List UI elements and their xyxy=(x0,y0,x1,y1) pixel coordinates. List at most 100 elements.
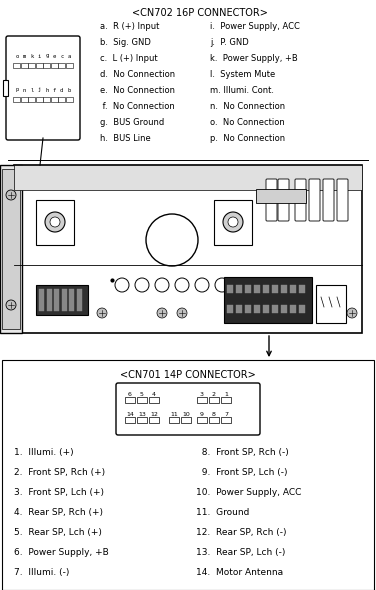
Text: g: g xyxy=(45,54,49,58)
Text: p.  No Connection: p. No Connection xyxy=(210,134,285,143)
Text: 4.  Rear SP, Rch (+): 4. Rear SP, Rch (+) xyxy=(14,508,103,517)
Bar xyxy=(2,169,20,329)
Bar xyxy=(272,305,278,313)
Bar xyxy=(181,417,191,423)
Bar xyxy=(236,285,242,293)
Bar xyxy=(290,305,296,313)
Bar xyxy=(197,417,207,423)
Text: 6: 6 xyxy=(128,392,132,398)
FancyBboxPatch shape xyxy=(295,179,306,221)
Bar xyxy=(36,200,74,245)
Circle shape xyxy=(175,278,189,292)
Text: m. Illumi. Cont.: m. Illumi. Cont. xyxy=(210,86,274,95)
Text: 7: 7 xyxy=(224,412,228,418)
Text: f: f xyxy=(53,87,56,93)
Circle shape xyxy=(177,308,187,318)
Bar xyxy=(197,397,207,403)
Bar xyxy=(245,305,251,313)
Text: j: j xyxy=(38,87,41,93)
Text: d: d xyxy=(60,87,64,93)
Bar xyxy=(316,285,346,323)
Bar xyxy=(66,63,73,68)
Bar xyxy=(51,97,58,102)
Text: d.  No Connection: d. No Connection xyxy=(100,70,175,79)
Text: b.  Sig. GND: b. Sig. GND xyxy=(100,38,151,47)
Text: m: m xyxy=(23,54,26,58)
Text: i.  Power Supply, ACC: i. Power Supply, ACC xyxy=(210,22,300,31)
Circle shape xyxy=(6,190,16,200)
Bar xyxy=(149,397,159,403)
Bar xyxy=(13,63,20,68)
Circle shape xyxy=(146,214,198,266)
Text: 1: 1 xyxy=(224,392,228,398)
Bar xyxy=(263,285,269,293)
Text: <CN701 14P CONNECTOR>: <CN701 14P CONNECTOR> xyxy=(120,370,256,380)
Circle shape xyxy=(45,212,65,232)
Circle shape xyxy=(115,278,129,292)
Circle shape xyxy=(50,217,60,227)
Bar xyxy=(299,305,305,313)
Text: p: p xyxy=(15,87,18,93)
Text: h.  BUS Line: h. BUS Line xyxy=(100,134,151,143)
Text: k: k xyxy=(30,54,33,58)
Text: c.  L (+) Input: c. L (+) Input xyxy=(100,54,158,63)
Text: 8.  Front SP, Rch (-): 8. Front SP, Rch (-) xyxy=(196,448,289,457)
Text: 14: 14 xyxy=(126,412,134,418)
Text: g.  BUS Ground: g. BUS Ground xyxy=(100,118,164,127)
Text: a: a xyxy=(68,54,71,58)
Bar xyxy=(272,285,278,293)
Bar xyxy=(290,285,296,293)
Circle shape xyxy=(235,278,249,292)
Text: 4: 4 xyxy=(152,392,156,398)
Bar xyxy=(125,397,135,403)
Bar xyxy=(51,63,58,68)
Text: 9.  Front SP, Lch (-): 9. Front SP, Lch (-) xyxy=(196,468,288,477)
Bar xyxy=(21,97,28,102)
Bar xyxy=(36,97,43,102)
Text: 5.  Rear SP, Lch (+): 5. Rear SP, Lch (+) xyxy=(14,528,102,537)
Bar xyxy=(254,305,260,313)
Bar xyxy=(28,97,35,102)
Text: f.  No Connection: f. No Connection xyxy=(100,102,175,111)
FancyBboxPatch shape xyxy=(309,179,320,221)
Circle shape xyxy=(228,217,238,227)
Bar xyxy=(58,63,65,68)
Bar xyxy=(137,417,147,423)
Bar xyxy=(149,417,159,423)
Bar xyxy=(209,397,219,403)
Circle shape xyxy=(255,278,269,292)
Bar xyxy=(299,285,305,293)
Bar xyxy=(0,165,22,333)
FancyBboxPatch shape xyxy=(337,179,348,221)
Bar xyxy=(2,360,374,590)
Text: n: n xyxy=(23,87,26,93)
Text: 7.  Illumi. (-): 7. Illumi. (-) xyxy=(14,568,70,577)
Bar xyxy=(36,63,43,68)
Bar xyxy=(43,97,50,102)
Bar xyxy=(221,417,231,423)
Bar xyxy=(66,97,73,102)
Bar xyxy=(281,305,287,313)
Bar xyxy=(28,63,35,68)
Text: 10.  Power Supply, ACC: 10. Power Supply, ACC xyxy=(196,488,302,497)
Text: <CN702 16P CONNECTOR>: <CN702 16P CONNECTOR> xyxy=(132,8,268,18)
FancyBboxPatch shape xyxy=(116,383,260,435)
Text: 13: 13 xyxy=(138,412,146,418)
Bar xyxy=(236,305,242,313)
Bar xyxy=(224,277,312,323)
Text: 5: 5 xyxy=(140,392,144,398)
Bar xyxy=(76,289,82,311)
Text: n.  No Connection: n. No Connection xyxy=(210,102,285,111)
Bar xyxy=(227,285,233,293)
Bar xyxy=(62,289,67,311)
Text: 1.  Illumi. (+): 1. Illumi. (+) xyxy=(14,448,74,457)
Bar xyxy=(13,97,20,102)
Text: o: o xyxy=(15,54,18,58)
Text: i: i xyxy=(38,54,41,58)
Circle shape xyxy=(223,212,243,232)
Text: 10: 10 xyxy=(182,412,190,418)
Circle shape xyxy=(157,308,167,318)
Text: 13.  Rear SP, Lch (-): 13. Rear SP, Lch (-) xyxy=(196,548,285,557)
Bar xyxy=(254,285,260,293)
Bar xyxy=(36,285,88,315)
